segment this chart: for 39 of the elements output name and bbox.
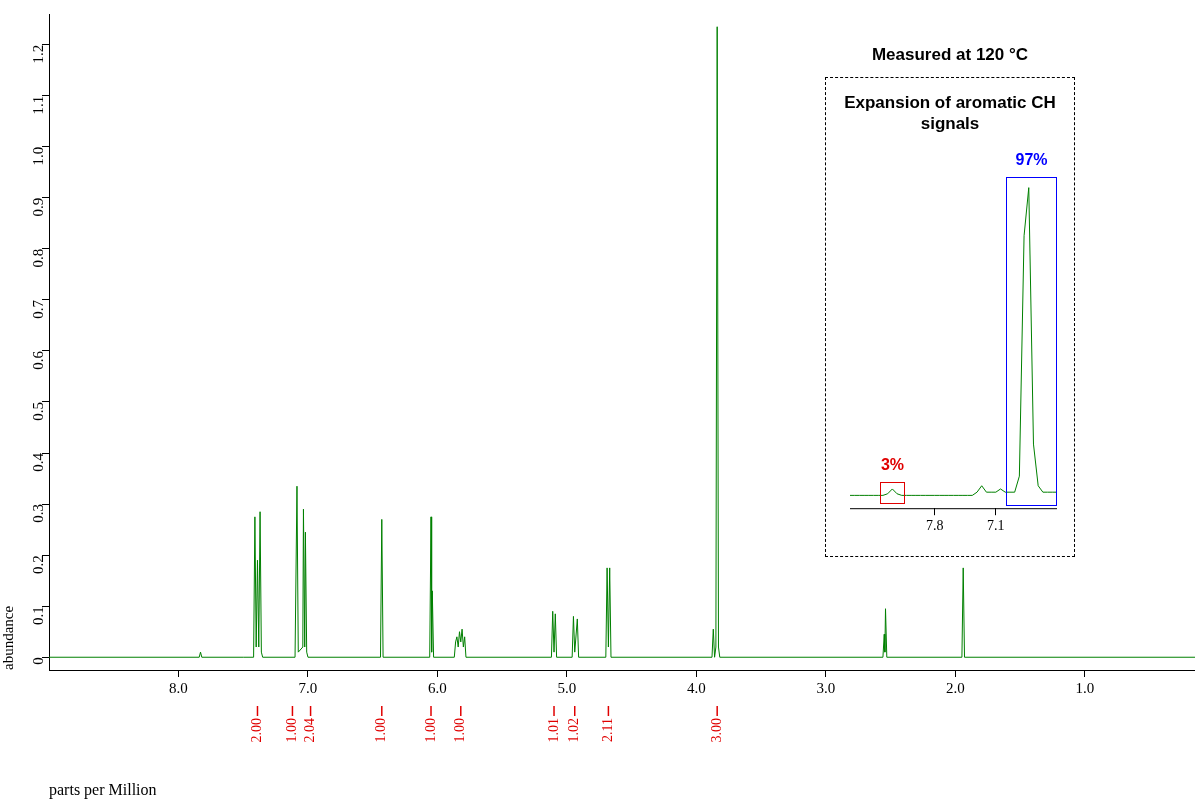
y-tick-label: 0 <box>29 657 46 665</box>
annotation: 1.02 <box>566 718 582 743</box>
x-tick-label: 7.0 <box>298 679 318 696</box>
y-tick-label: 0.1 <box>29 606 46 625</box>
chart-title: Expansion of aromatic CH signals <box>843 92 1057 134</box>
y-tick-label: 1.2 <box>29 44 46 64</box>
x-tick-label: 7.8 <box>925 518 944 534</box>
x-tick-label: 6.0 <box>428 679 447 696</box>
annotation: 2.11 <box>600 718 616 742</box>
x-tick-label: 7.1 <box>987 518 1005 534</box>
y-tick-label: 1.1 <box>29 95 46 115</box>
annotation: 1.00 <box>422 718 438 743</box>
x-tick-label: 1.0 <box>1075 679 1095 696</box>
y-tick-label: 0.5 <box>29 401 46 421</box>
annotation: 3.00 <box>708 718 724 743</box>
x-tick-label: 2.0 <box>946 679 965 696</box>
x-tick-label: 3.0 <box>816 679 836 696</box>
y-tick-label: 0.9 <box>29 197 46 217</box>
y-tick-label: 0.4 <box>29 452 46 472</box>
annotation: 2.00 <box>249 718 265 743</box>
annotation: 1.01 <box>545 718 561 743</box>
y-tick-label: 0.2 <box>29 555 46 574</box>
annotation: 2.04 <box>302 718 318 743</box>
annotation: 1.00 <box>373 718 389 743</box>
x-tick-label: 8.0 <box>169 679 188 696</box>
y-tick-label: 0.6 <box>29 350 46 370</box>
annotation: 1.00 <box>284 718 300 743</box>
y-tick-label: 0.7 <box>29 299 46 319</box>
annotation: 3% <box>879 456 906 474</box>
y-tick-label: 0.8 <box>29 248 46 268</box>
x-axis-title: parts per Million <box>49 781 157 800</box>
x-tick-label: 5.0 <box>557 679 577 696</box>
y-tick-label: 0.3 <box>29 504 46 523</box>
chart-subtitle: Measured at 120 °C <box>870 45 1030 65</box>
x-tick-label: 4.0 <box>687 679 706 696</box>
annotation: 97% <box>1014 151 1049 169</box>
annotation: 1.00 <box>452 718 468 743</box>
y-tick-label: 1.0 <box>29 146 46 166</box>
y-axis-title: abundance <box>0 605 16 670</box>
